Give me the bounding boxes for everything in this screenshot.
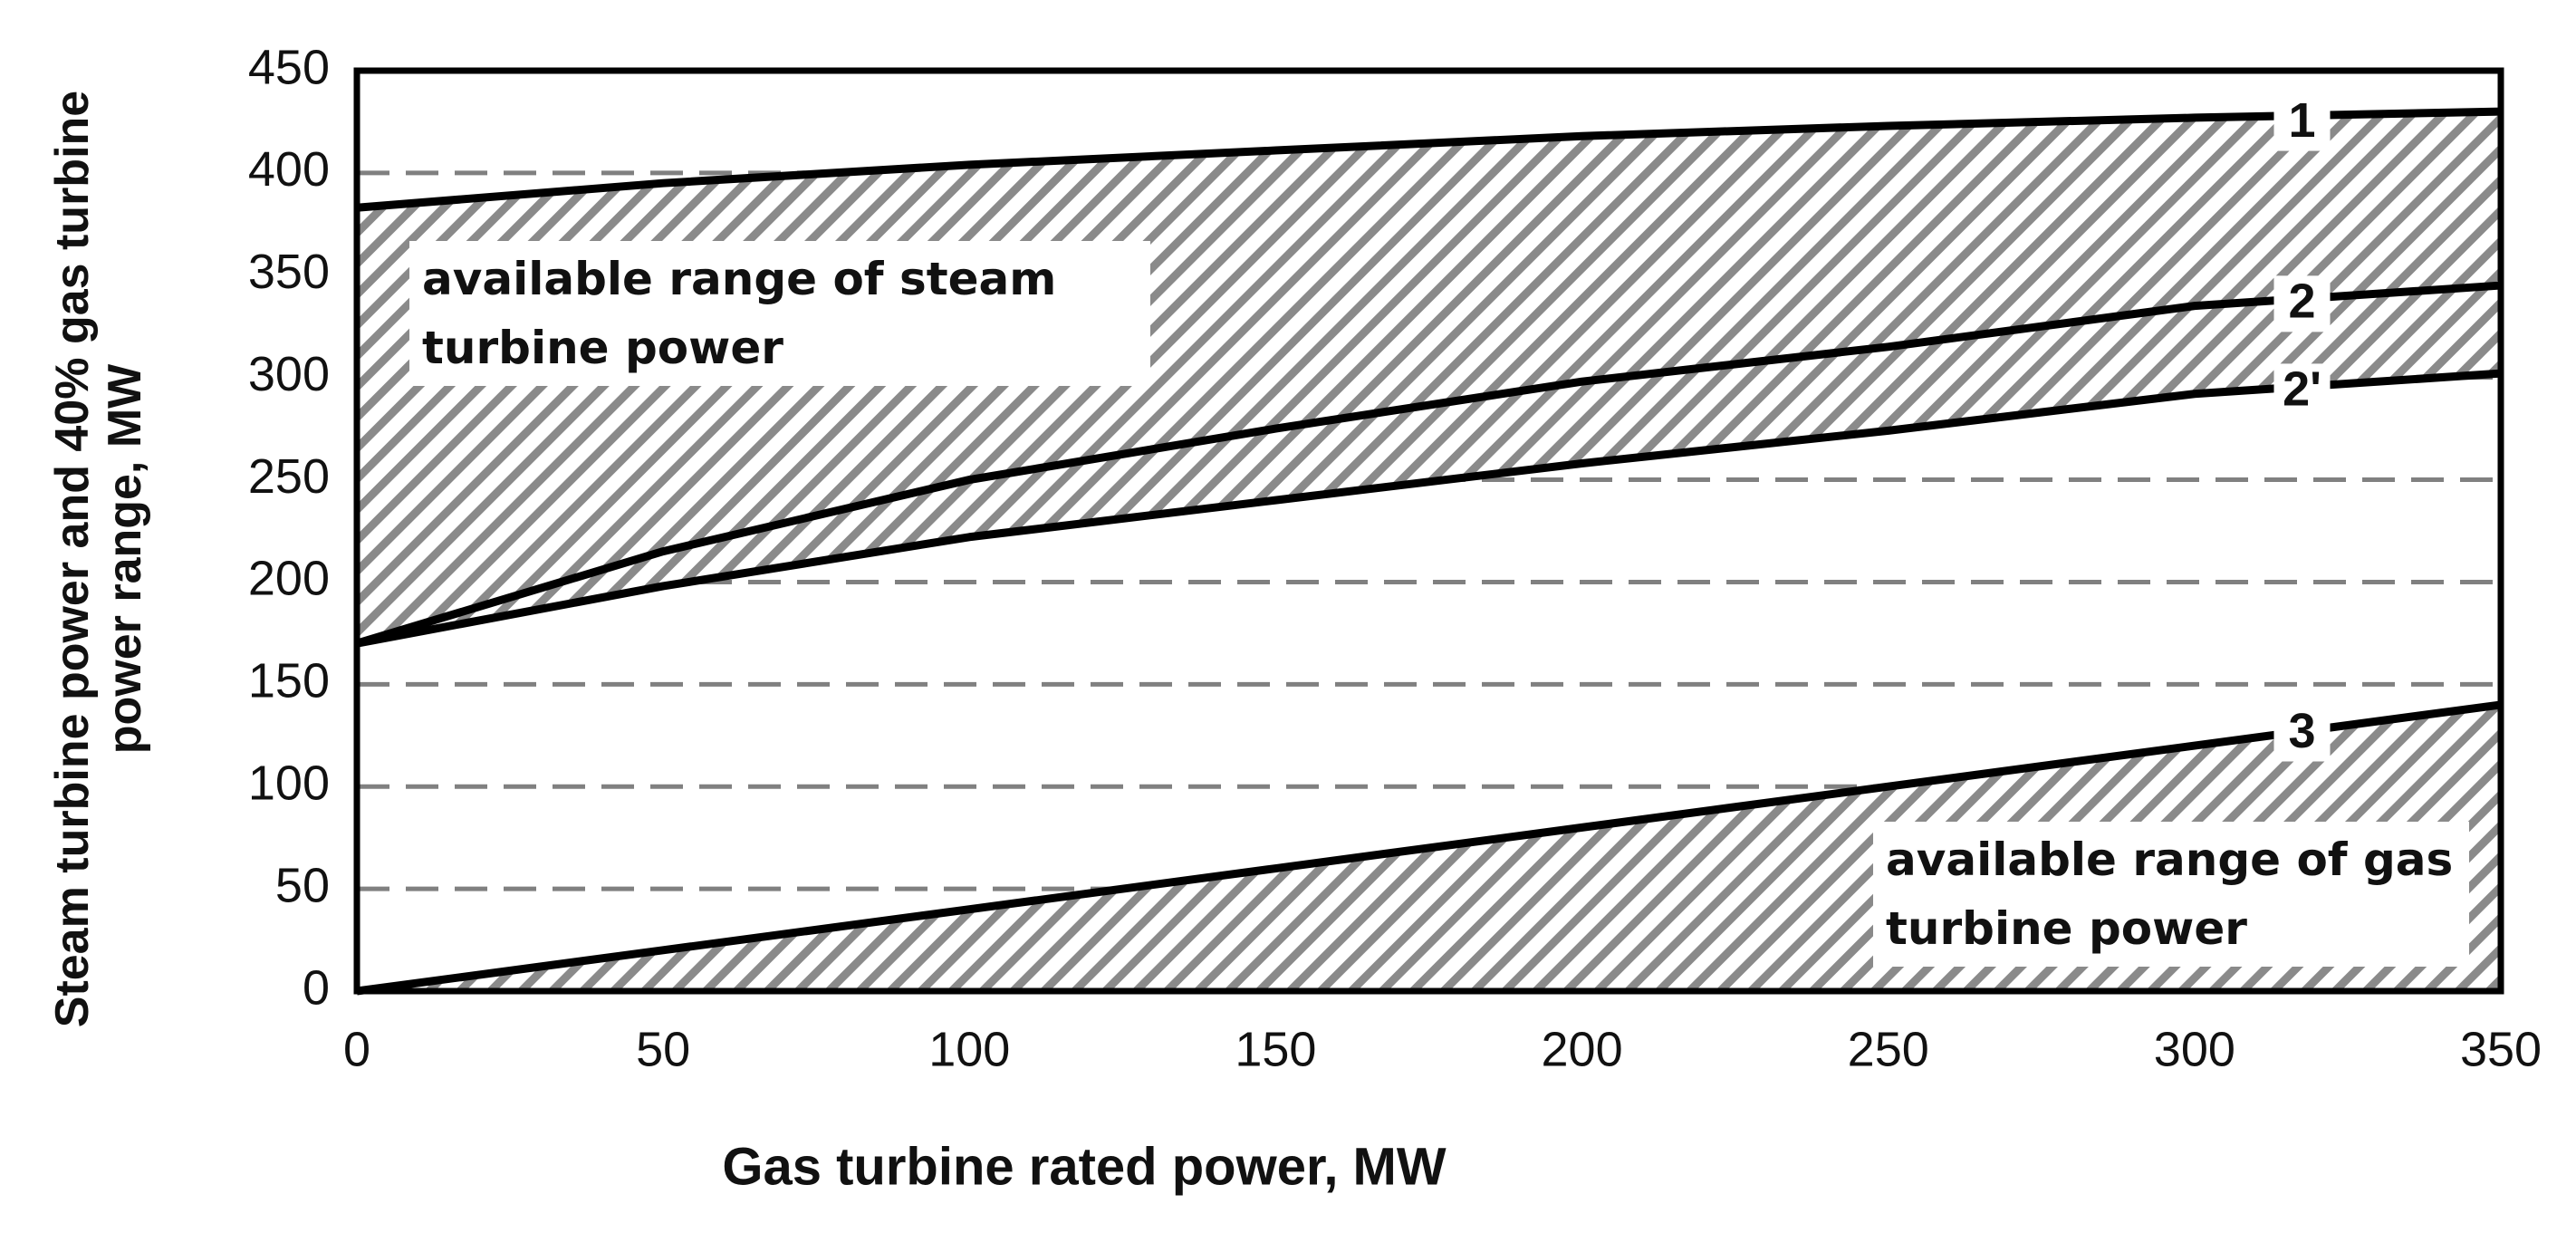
x-tick-label: 300	[2154, 1022, 2235, 1076]
x-tick-label: 200	[1542, 1022, 1623, 1076]
x-tick-label: 350	[2460, 1022, 2542, 1076]
label-bg	[2273, 705, 2331, 762]
y-tick-label: 100	[248, 756, 330, 810]
x-axis-title: Gas turbine rated power, MW	[722, 1137, 1446, 1196]
y-axis-title: Steam turbine power and 40% gas turbine …	[46, 90, 151, 1028]
series-label: 1	[2288, 93, 2315, 148]
annotation: available range of gas turbine power	[1873, 822, 2469, 967]
line-series	[356, 700, 2502, 996]
y-tick-label: 150	[248, 654, 330, 708]
y-tick-label: 350	[248, 245, 330, 299]
line-series	[356, 369, 2502, 648]
x-tick-label: 50	[636, 1022, 690, 1076]
plot-frame	[353, 67, 2504, 995]
y-tick-label: 300	[248, 347, 330, 401]
y-tick-label: 400	[248, 142, 330, 197]
series-label: 3	[2288, 704, 2315, 758]
label-bg	[2273, 94, 2331, 151]
x-tick-label: 250	[1848, 1022, 1929, 1076]
label-bg	[2273, 363, 2331, 420]
series-label: 2	[2288, 275, 2315, 329]
line-series	[356, 107, 2502, 212]
y-tick-label: 250	[248, 449, 330, 504]
y-tick-label: 200	[248, 552, 330, 606]
x-tick-label: 0	[343, 1022, 370, 1076]
y-tick-label: 0	[303, 960, 330, 1015]
x-tick-label: 100	[928, 1022, 1010, 1076]
y-tick-label: 450	[248, 40, 330, 94]
annotation: available range of steam turbine power	[409, 241, 1150, 386]
series-label: 2'	[2283, 362, 2321, 417]
line-series	[355, 281, 2502, 648]
x-tick-label: 150	[1235, 1022, 1316, 1076]
label-bg	[2273, 275, 2331, 332]
y-tick-label: 50	[275, 858, 330, 912]
